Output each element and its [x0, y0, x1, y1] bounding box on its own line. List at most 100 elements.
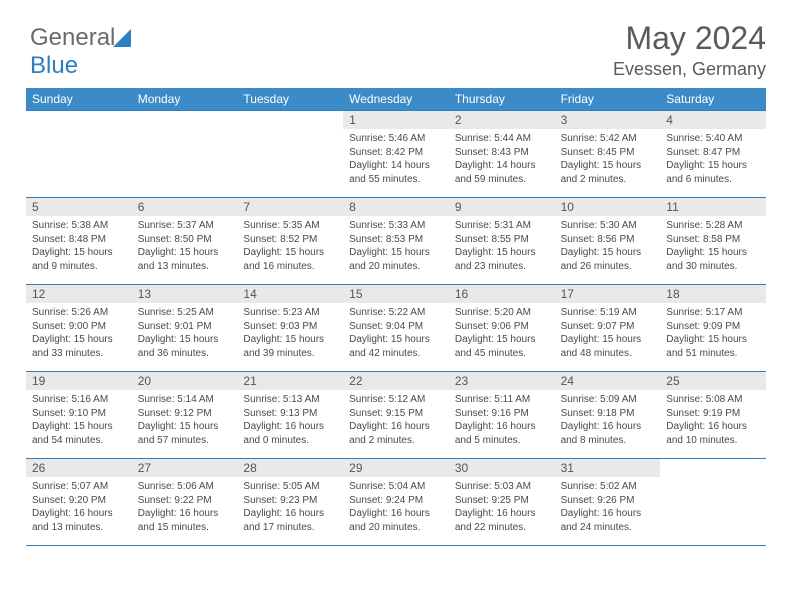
day-number: 22 — [343, 372, 449, 390]
daylight-text: Daylight: 16 hours and 5 minutes. — [455, 420, 549, 447]
calendar-day-cell: 18Sunrise: 5:17 AMSunset: 9:09 PMDayligh… — [660, 285, 766, 371]
daylight-text: Daylight: 16 hours and 17 minutes. — [243, 507, 337, 534]
sunrise-text: Sunrise: 5:23 AM — [243, 306, 337, 320]
sunset-text: Sunset: 9:18 PM — [561, 407, 655, 421]
sunrise-text: Sunrise: 5:38 AM — [32, 219, 126, 233]
day-number — [660, 459, 766, 463]
calendar-day-cell: 9Sunrise: 5:31 AMSunset: 8:55 PMDaylight… — [449, 198, 555, 284]
sunrise-text: Sunrise: 5:06 AM — [138, 480, 232, 494]
day-number: 15 — [343, 285, 449, 303]
sunrise-text: Sunrise: 5:07 AM — [32, 480, 126, 494]
day-number: 23 — [449, 372, 555, 390]
calendar-week-row: 5Sunrise: 5:38 AMSunset: 8:48 PMDaylight… — [26, 197, 766, 284]
day-info: Sunrise: 5:19 AMSunset: 9:07 PMDaylight:… — [555, 303, 661, 366]
daylight-text: Daylight: 15 hours and 39 minutes. — [243, 333, 337, 360]
calendar-day-cell — [26, 111, 132, 197]
daylight-text: Daylight: 16 hours and 2 minutes. — [349, 420, 443, 447]
sunrise-text: Sunrise: 5:19 AM — [561, 306, 655, 320]
day-info: Sunrise: 5:23 AMSunset: 9:03 PMDaylight:… — [237, 303, 343, 366]
header: May 2024 Evessen, Germany — [26, 20, 766, 80]
sunset-text: Sunset: 8:42 PM — [349, 146, 443, 160]
daylight-text: Daylight: 16 hours and 15 minutes. — [138, 507, 232, 534]
calendar-day-cell: 30Sunrise: 5:03 AMSunset: 9:25 PMDayligh… — [449, 459, 555, 545]
sunrise-text: Sunrise: 5:04 AM — [349, 480, 443, 494]
sunrise-text: Sunrise: 5:05 AM — [243, 480, 337, 494]
daylight-text: Daylight: 16 hours and 0 minutes. — [243, 420, 337, 447]
calendar-bottom-border — [26, 545, 766, 546]
day-info: Sunrise: 5:08 AMSunset: 9:19 PMDaylight:… — [660, 390, 766, 453]
calendar-day-cell: 31Sunrise: 5:02 AMSunset: 9:26 PMDayligh… — [555, 459, 661, 545]
weekday-header-row: SundayMondayTuesdayWednesdayThursdayFrid… — [26, 88, 766, 110]
daylight-text: Daylight: 15 hours and 2 minutes. — [561, 159, 655, 186]
calendar-day-cell: 12Sunrise: 5:26 AMSunset: 9:00 PMDayligh… — [26, 285, 132, 371]
day-number: 5 — [26, 198, 132, 216]
day-info: Sunrise: 5:17 AMSunset: 9:09 PMDaylight:… — [660, 303, 766, 366]
day-info: Sunrise: 5:33 AMSunset: 8:53 PMDaylight:… — [343, 216, 449, 279]
daylight-text: Daylight: 16 hours and 13 minutes. — [32, 507, 126, 534]
daylight-text: Daylight: 15 hours and 45 minutes. — [455, 333, 549, 360]
sunset-text: Sunset: 9:26 PM — [561, 494, 655, 508]
sunrise-text: Sunrise: 5:35 AM — [243, 219, 337, 233]
calendar-week-row: 12Sunrise: 5:26 AMSunset: 9:00 PMDayligh… — [26, 284, 766, 371]
sunrise-text: Sunrise: 5:28 AM — [666, 219, 760, 233]
daylight-text: Daylight: 15 hours and 13 minutes. — [138, 246, 232, 273]
calendar-day-cell: 11Sunrise: 5:28 AMSunset: 8:58 PMDayligh… — [660, 198, 766, 284]
calendar-day-cell: 13Sunrise: 5:25 AMSunset: 9:01 PMDayligh… — [132, 285, 238, 371]
daylight-text: Daylight: 15 hours and 9 minutes. — [32, 246, 126, 273]
day-info: Sunrise: 5:05 AMSunset: 9:23 PMDaylight:… — [237, 477, 343, 540]
calendar-day-cell: 20Sunrise: 5:14 AMSunset: 9:12 PMDayligh… — [132, 372, 238, 458]
day-number: 18 — [660, 285, 766, 303]
calendar-day-cell: 2Sunrise: 5:44 AMSunset: 8:43 PMDaylight… — [449, 111, 555, 197]
day-number: 31 — [555, 459, 661, 477]
day-number: 6 — [132, 198, 238, 216]
day-info: Sunrise: 5:04 AMSunset: 9:24 PMDaylight:… — [343, 477, 449, 540]
calendar-day-cell: 6Sunrise: 5:37 AMSunset: 8:50 PMDaylight… — [132, 198, 238, 284]
day-number: 26 — [26, 459, 132, 477]
day-number: 11 — [660, 198, 766, 216]
calendar-day-cell: 5Sunrise: 5:38 AMSunset: 8:48 PMDaylight… — [26, 198, 132, 284]
sunset-text: Sunset: 9:06 PM — [455, 320, 549, 334]
sunset-text: Sunset: 9:10 PM — [32, 407, 126, 421]
day-info: Sunrise: 5:14 AMSunset: 9:12 PMDaylight:… — [132, 390, 238, 453]
day-number: 20 — [132, 372, 238, 390]
day-info: Sunrise: 5:03 AMSunset: 9:25 PMDaylight:… — [449, 477, 555, 540]
sunset-text: Sunset: 8:50 PM — [138, 233, 232, 247]
sunset-text: Sunset: 9:23 PM — [243, 494, 337, 508]
day-number: 30 — [449, 459, 555, 477]
day-number: 14 — [237, 285, 343, 303]
day-info: Sunrise: 5:02 AMSunset: 9:26 PMDaylight:… — [555, 477, 661, 540]
sunrise-text: Sunrise: 5:02 AM — [561, 480, 655, 494]
day-number: 9 — [449, 198, 555, 216]
sunrise-text: Sunrise: 5:31 AM — [455, 219, 549, 233]
daylight-text: Daylight: 15 hours and 20 minutes. — [349, 246, 443, 273]
daylight-text: Daylight: 15 hours and 57 minutes. — [138, 420, 232, 447]
day-number: 7 — [237, 198, 343, 216]
calendar-day-cell — [237, 111, 343, 197]
day-number — [26, 111, 132, 115]
sunrise-text: Sunrise: 5:08 AM — [666, 393, 760, 407]
sunset-text: Sunset: 8:53 PM — [349, 233, 443, 247]
calendar-day-cell: 1Sunrise: 5:46 AMSunset: 8:42 PMDaylight… — [343, 111, 449, 197]
sunrise-text: Sunrise: 5:09 AM — [561, 393, 655, 407]
sunset-text: Sunset: 9:01 PM — [138, 320, 232, 334]
sunrise-text: Sunrise: 5:14 AM — [138, 393, 232, 407]
day-info: Sunrise: 5:40 AMSunset: 8:47 PMDaylight:… — [660, 129, 766, 192]
logo-text-a: General — [30, 24, 115, 51]
daylight-text: Daylight: 15 hours and 51 minutes. — [666, 333, 760, 360]
daylight-text: Daylight: 16 hours and 10 minutes. — [666, 420, 760, 447]
day-number: 2 — [449, 111, 555, 129]
month-year-title: May 2024 — [26, 20, 766, 57]
calendar-day-cell: 25Sunrise: 5:08 AMSunset: 9:19 PMDayligh… — [660, 372, 766, 458]
calendar-day-cell: 23Sunrise: 5:11 AMSunset: 9:16 PMDayligh… — [449, 372, 555, 458]
calendar-day-cell: 28Sunrise: 5:05 AMSunset: 9:23 PMDayligh… — [237, 459, 343, 545]
day-number — [132, 111, 238, 115]
calendar: SundayMondayTuesdayWednesdayThursdayFrid… — [26, 88, 766, 546]
sunset-text: Sunset: 9:19 PM — [666, 407, 760, 421]
logo-sail-icon — [113, 29, 135, 47]
day-info: Sunrise: 5:44 AMSunset: 8:43 PMDaylight:… — [449, 129, 555, 192]
daylight-text: Daylight: 15 hours and 42 minutes. — [349, 333, 443, 360]
sunrise-text: Sunrise: 5:20 AM — [455, 306, 549, 320]
day-info: Sunrise: 5:30 AMSunset: 8:56 PMDaylight:… — [555, 216, 661, 279]
sunrise-text: Sunrise: 5:30 AM — [561, 219, 655, 233]
sunrise-text: Sunrise: 5:03 AM — [455, 480, 549, 494]
